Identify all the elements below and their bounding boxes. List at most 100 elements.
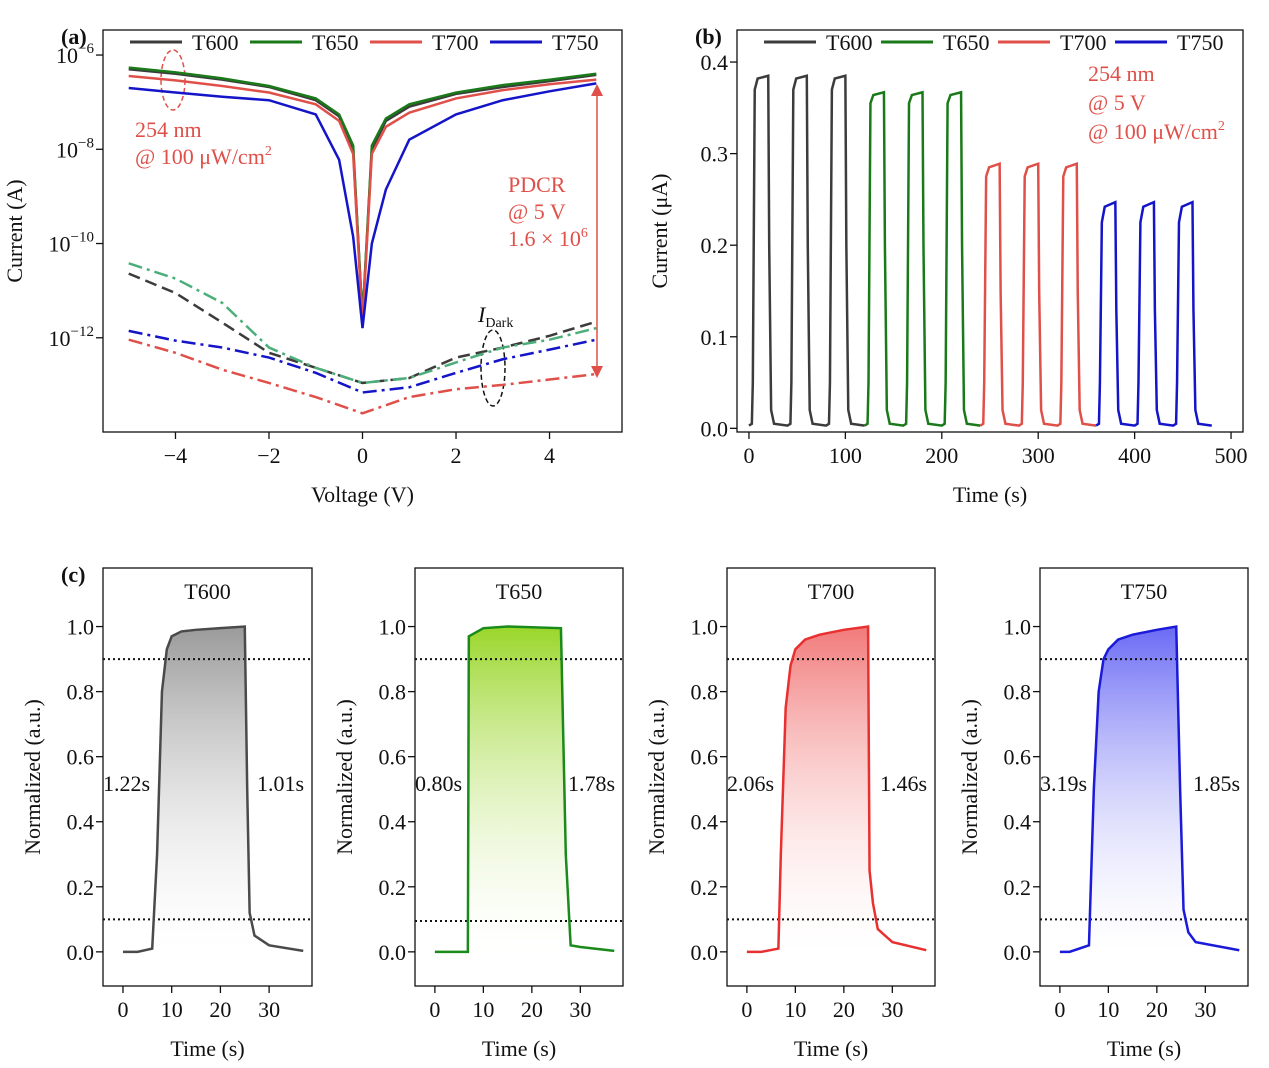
annotation: 254 nm xyxy=(135,117,202,142)
x-axis-label: Time (s) xyxy=(794,1036,868,1061)
x-tick-label: 0 xyxy=(429,997,440,1022)
x-axis-label: Time (s) xyxy=(482,1036,556,1061)
annotation-text: @ 100 μW/cm xyxy=(1088,119,1218,144)
panel-label: (b) xyxy=(695,24,722,49)
dark-curve xyxy=(128,272,597,385)
dark-curve xyxy=(128,262,597,385)
y-tick-label: 10−6 xyxy=(56,41,94,68)
y-tick-label: 0.2 xyxy=(701,233,729,258)
legend-label: T650 xyxy=(943,30,989,55)
response-curve xyxy=(122,625,304,954)
response-curve xyxy=(434,625,615,954)
annotation-text: I xyxy=(477,302,487,327)
y-tick-label: 10−8 xyxy=(56,135,94,162)
x-tick-label: 0 xyxy=(741,997,752,1022)
area-fill xyxy=(746,626,927,952)
rise-time: 0.80s xyxy=(415,771,462,796)
y-tick-label: 0.2 xyxy=(1004,875,1032,900)
annotation-sup: 2 xyxy=(1218,119,1225,134)
y-axis-label: Normalized (a.u.) xyxy=(957,699,982,855)
x-axis-label: Time (s) xyxy=(953,482,1027,507)
y-axis-label: Current (A) xyxy=(2,179,27,282)
area-fill xyxy=(1059,626,1240,952)
current-curve xyxy=(748,74,865,427)
y-tick-label: 0.6 xyxy=(67,745,95,770)
annotation: 1.6 × 106 xyxy=(508,226,588,251)
tick-base: 10 xyxy=(56,43,78,68)
x-tick-label: 100 xyxy=(829,443,862,468)
x-tick-label: 4 xyxy=(544,443,555,468)
current-curve xyxy=(863,90,981,427)
annotation-text: @ 5 V xyxy=(508,199,566,224)
dark-ellipse xyxy=(480,329,506,407)
y-tick-label: 0.8 xyxy=(691,680,719,705)
y-tick-label: 0.8 xyxy=(1004,680,1032,705)
y-tick-label: 0.0 xyxy=(1004,940,1032,965)
fall-time: 1.78s xyxy=(568,771,615,796)
x-tick-label: 30 xyxy=(258,997,280,1022)
annotation: @ 100 μW/cm2 xyxy=(135,144,272,169)
annotation-text: 254 nm xyxy=(135,117,202,142)
x-tick-label: 20 xyxy=(833,997,855,1022)
panel-label: (a) xyxy=(61,24,87,49)
x-tick-label: 10 xyxy=(161,997,183,1022)
x-tick-label: 20 xyxy=(209,997,231,1022)
y-tick-label: 0.8 xyxy=(67,680,95,705)
y-tick-label: 0.8 xyxy=(379,680,407,705)
x-tick-label: 0 xyxy=(1054,997,1065,1022)
annotation-text: @ 5 V xyxy=(1088,90,1146,115)
x-axis-label: Time (s) xyxy=(170,1036,244,1061)
x-tick-label: 10 xyxy=(472,997,494,1022)
x-tick-label: 0 xyxy=(743,443,754,468)
y-tick-label: 1.0 xyxy=(67,615,95,640)
y-axis-label: Normalized (a.u.) xyxy=(20,699,45,855)
y-tick-label: 1.0 xyxy=(379,615,407,640)
y-tick-label: 0.4 xyxy=(701,50,729,75)
area-fill xyxy=(122,626,304,952)
annotation: IDark xyxy=(477,302,513,331)
x-tick-label: 20 xyxy=(521,997,543,1022)
x-tick-label: 500 xyxy=(1215,443,1248,468)
x-tick-label: 30 xyxy=(881,997,903,1022)
legend-label: T750 xyxy=(1177,30,1223,55)
tick-exponent: −10 xyxy=(71,230,94,246)
y-tick-label: 0.1 xyxy=(701,325,729,350)
y-tick-label: 0.2 xyxy=(379,875,407,900)
panel-label: (c) xyxy=(61,562,85,587)
legend-label: T700 xyxy=(432,30,478,55)
y-tick-label: 0.0 xyxy=(67,940,95,965)
plot-frame xyxy=(736,29,1244,433)
y-axis-label: Current (μA) xyxy=(647,173,672,288)
annotation: @ 100 μW/cm2 xyxy=(1088,119,1225,144)
plot-frame xyxy=(726,567,936,987)
light-curve xyxy=(128,82,597,329)
tick-base: 10 xyxy=(56,137,78,162)
fall-time: 1.46s xyxy=(880,771,927,796)
rise-time: 1.22s xyxy=(103,771,150,796)
y-tick-label: 0.4 xyxy=(691,810,719,835)
panel-title: T750 xyxy=(1121,579,1167,604)
y-tick-label: 0.3 xyxy=(701,142,729,167)
y-tick-label: 0.6 xyxy=(379,745,407,770)
x-tick-label: 400 xyxy=(1118,443,1151,468)
y-tick-label: 10−10 xyxy=(49,230,94,257)
dark-curve xyxy=(128,338,597,415)
y-tick-label: 0.0 xyxy=(691,940,719,965)
panel-title: T600 xyxy=(184,579,230,604)
tick-base: 10 xyxy=(49,232,71,257)
annotation-sub: Dark xyxy=(485,316,513,331)
annotation-text: PDCR xyxy=(508,172,566,197)
y-axis-label: Normalized (a.u.) xyxy=(332,699,357,855)
rise-time: 2.06s xyxy=(727,771,774,796)
annotation: @ 5 V xyxy=(1088,90,1146,115)
tick-exponent: −6 xyxy=(78,41,94,57)
annotation-text: @ 100 μW/cm xyxy=(135,144,265,169)
x-tick-label: 30 xyxy=(1194,997,1216,1022)
y-tick-label: 0.6 xyxy=(1004,745,1032,770)
annotation: 254 nm xyxy=(1088,61,1155,86)
x-tick-label: 200 xyxy=(925,443,958,468)
x-axis-label: Time (s) xyxy=(1107,1036,1181,1061)
x-tick-label: 0 xyxy=(117,997,128,1022)
annotation-sup: 6 xyxy=(581,226,588,241)
